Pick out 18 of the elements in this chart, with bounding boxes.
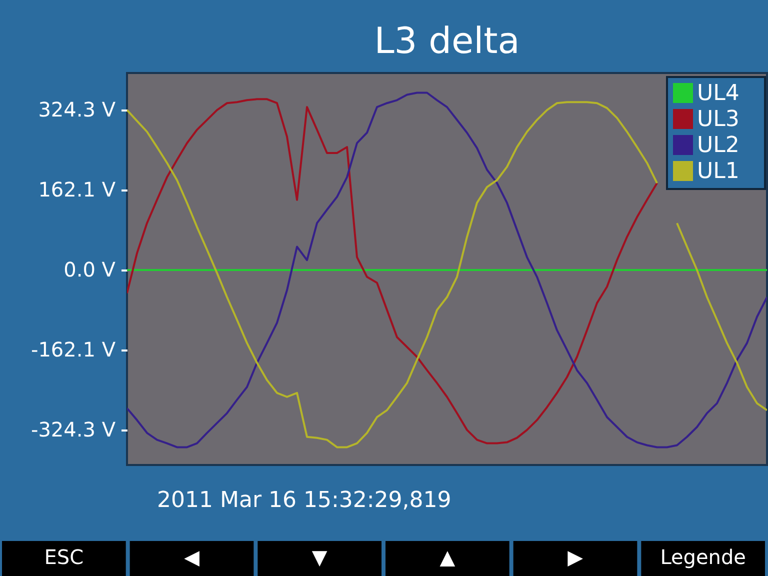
- y-tick-label: 0.0 V: [64, 257, 116, 282]
- legend-label: UL3: [697, 107, 740, 132]
- y-tick-label: -162.1 V: [30, 338, 116, 362]
- y-tick-label: 162.1 V: [38, 177, 116, 202]
- text: ◀: [184, 545, 200, 569]
- line-series: [127, 98, 658, 444]
- y-tick-label: 324.3 V: [38, 97, 116, 122]
- legend-label: UL4: [697, 81, 740, 106]
- text: ▼: [312, 545, 328, 569]
- text: Legende: [660, 545, 746, 569]
- text: 2011 Mar 16 15:32:29,819: [157, 488, 452, 513]
- legend-label: UL1: [697, 159, 740, 184]
- chart-title: L3 delta: [374, 21, 520, 62]
- text: ▶: [568, 545, 584, 569]
- text: ESC: [44, 545, 84, 569]
- legend-label: UL2: [697, 133, 740, 158]
- y-tick-label: -324.3 V: [30, 418, 116, 442]
- text: ▲: [440, 545, 456, 569]
